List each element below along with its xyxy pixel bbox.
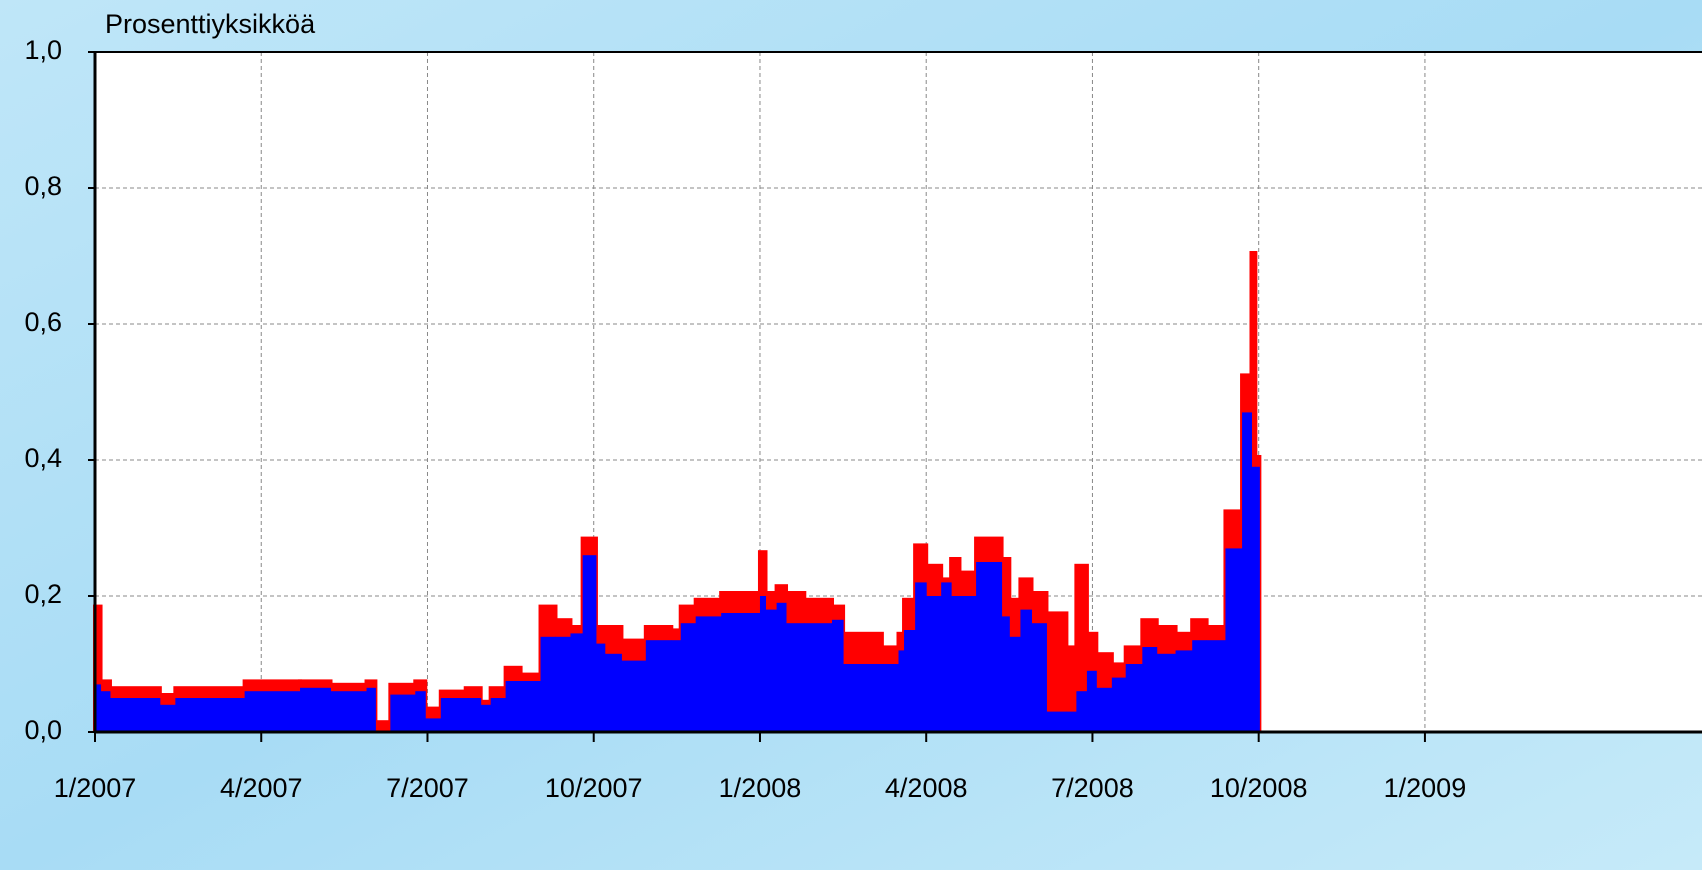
blue-step: [759, 596, 767, 732]
y-tick-label: 1,0: [24, 35, 62, 65]
blue-step: [366, 687, 376, 732]
x-tick-label: 1/2008: [719, 773, 802, 803]
blue-step: [425, 718, 442, 732]
blue-step: [881, 664, 899, 732]
blue-step: [951, 596, 960, 732]
blue-step: [915, 582, 927, 732]
blue-step: [843, 664, 883, 732]
plot-area: [95, 52, 1702, 732]
blue-step: [1242, 412, 1252, 732]
blue-step: [1156, 653, 1177, 732]
blue-step: [570, 633, 584, 732]
blue-step: [621, 660, 647, 732]
y-axis-label: Prosenttiyksikköä: [105, 9, 316, 39]
blue-step: [1009, 636, 1021, 732]
blue-step: [1086, 670, 1097, 732]
blue-step: [159, 704, 176, 732]
x-tick-label: 10/2007: [545, 773, 643, 803]
blue-step: [976, 562, 1003, 732]
blue-step: [1206, 640, 1226, 732]
blue-step: [440, 698, 467, 732]
blue-step: [680, 623, 697, 732]
y-tick-label: 0,0: [24, 715, 62, 745]
blue-step: [721, 613, 761, 732]
blue-step: [109, 698, 161, 732]
blue-step: [1125, 664, 1143, 732]
y-tick-label: 0,8: [24, 171, 62, 201]
blue-step: [1066, 711, 1077, 732]
blue-step: [1255, 466, 1260, 732]
blue-step: [1225, 548, 1243, 732]
blue-step: [1020, 609, 1032, 732]
blue-step: [415, 691, 426, 732]
blue-step: [505, 681, 522, 732]
blue-step: [175, 698, 246, 732]
blue-step: [480, 704, 492, 732]
x-tick-label: 4/2007: [220, 773, 303, 803]
x-tick-label: 7/2007: [386, 773, 469, 803]
x-tick-label: 7/2008: [1051, 773, 1134, 803]
y-tick-label: 0,4: [24, 443, 62, 473]
blue-step: [582, 555, 597, 732]
blue-step: [1192, 640, 1208, 732]
blue-step: [926, 596, 942, 732]
y-tick-label: 0,2: [24, 579, 62, 609]
blue-step: [1142, 647, 1158, 732]
blue-step: [540, 636, 556, 732]
blue-step: [520, 681, 542, 732]
blue-step: [941, 582, 952, 732]
blue-step: [776, 602, 787, 732]
blue-step: [786, 623, 805, 732]
blue-step: [904, 630, 916, 732]
red-step: [373, 720, 393, 732]
blue-step: [959, 596, 977, 732]
blue-step: [1111, 677, 1127, 732]
blue-step: [465, 698, 482, 732]
blue-step: [832, 619, 844, 732]
blue-step: [695, 616, 722, 732]
blue-step: [1076, 691, 1088, 732]
x-tick-label: 1/2007: [54, 773, 137, 803]
red-step: [1044, 611, 1069, 732]
x-tick-label: 10/2008: [1210, 773, 1308, 803]
x-tick-label: 4/2008: [885, 773, 968, 803]
blue-step: [330, 691, 368, 732]
blue-step: [1175, 650, 1193, 732]
blue-step: [595, 643, 606, 732]
blue-step: [765, 609, 778, 732]
blue-step: [390, 694, 416, 732]
blue-step: [300, 687, 332, 732]
blue-step: [555, 636, 571, 732]
x-tick-label: 1/2009: [1384, 773, 1467, 803]
blue-step: [490, 698, 507, 732]
y-tick-label: 0,6: [24, 307, 62, 337]
blue-step: [1096, 687, 1113, 732]
blue-step: [804, 623, 833, 732]
blue-step: [645, 640, 672, 732]
red-step: [93, 604, 103, 732]
blue-step: [95, 684, 102, 732]
blue-step: [1031, 623, 1047, 732]
blue-step: [671, 640, 682, 732]
blue-step: [604, 653, 622, 732]
blue-step: [1046, 711, 1067, 732]
blue-step: [1001, 616, 1010, 732]
blue-step: [898, 650, 905, 732]
blue-step: [244, 691, 301, 732]
blue-step: [1251, 466, 1256, 732]
blue-step: [100, 691, 111, 732]
